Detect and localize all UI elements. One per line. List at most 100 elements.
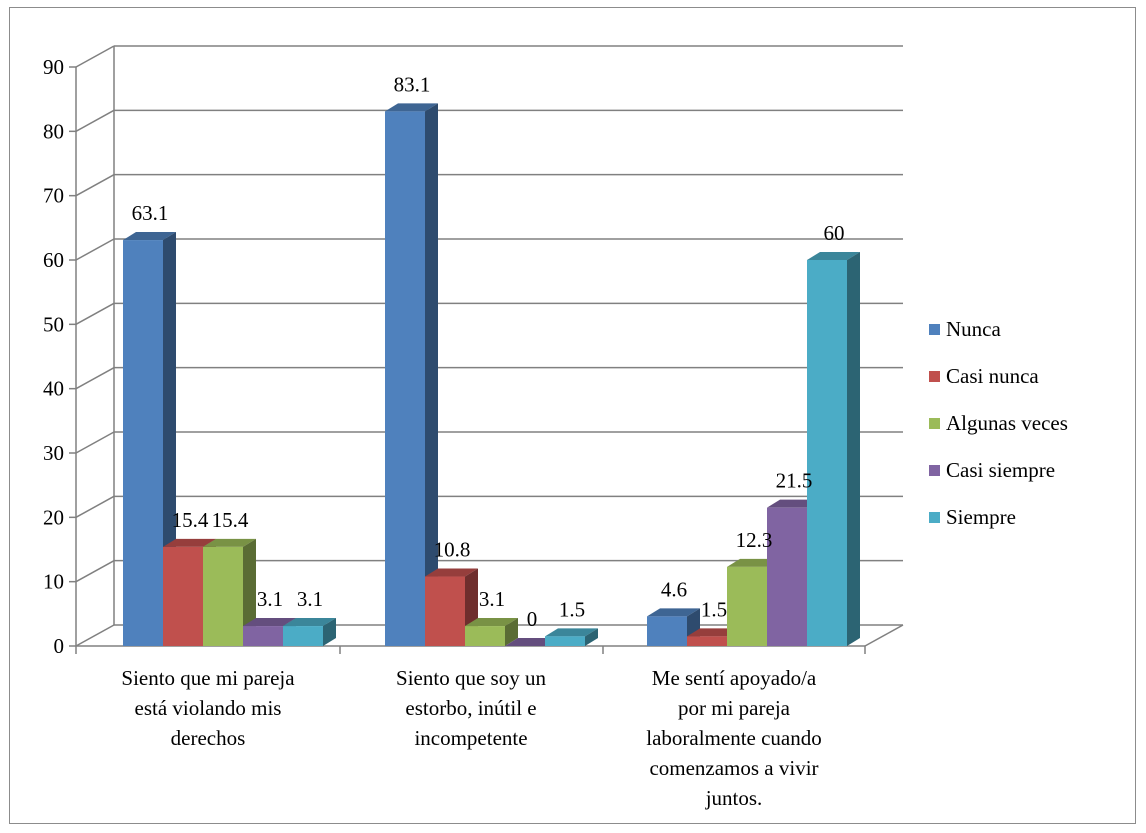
legend: Nunca Casi nunca Algunas veces Casi siempre… — [929, 317, 1068, 529]
bar — [465, 618, 518, 646]
data-label: 1.5 — [559, 597, 585, 621]
data-label: 10.8 — [434, 538, 471, 562]
legend-item: Siempre — [929, 505, 1016, 529]
data-label: 3.1 — [479, 587, 505, 611]
y-tick-label: 50 — [43, 312, 64, 336]
legend-label: Siempre — [946, 505, 1016, 529]
bar-front — [163, 546, 203, 646]
bar — [807, 252, 860, 646]
bar-top — [425, 568, 478, 577]
gridline-depth — [75, 45, 115, 68]
bar-front — [727, 566, 767, 646]
bars — [123, 103, 860, 646]
data-label: 4.6 — [661, 577, 687, 601]
bar-front — [385, 111, 425, 646]
legend-item: Casi siempre — [929, 458, 1055, 482]
y-tick-label: 40 — [43, 377, 64, 401]
bar-top — [465, 618, 518, 627]
data-label: 15.4 — [212, 508, 249, 532]
y-tick-label: 0 — [54, 634, 65, 658]
bar-front — [283, 626, 323, 646]
bar-front — [807, 260, 847, 646]
y-tick-label: 20 — [43, 505, 64, 529]
bar-top — [163, 538, 216, 547]
bar-top — [283, 618, 336, 627]
y-tick-label: 10 — [43, 570, 64, 594]
bar-side — [505, 618, 518, 646]
legend-swatch — [929, 465, 940, 476]
data-label: 12.3 — [736, 528, 773, 552]
legend-swatch — [929, 418, 940, 429]
bar-top — [243, 618, 296, 627]
bar-front — [545, 636, 585, 646]
bar-top — [545, 628, 598, 637]
bar-front — [425, 576, 465, 646]
bar-top — [687, 628, 740, 637]
bar — [647, 608, 700, 646]
bar-top — [647, 608, 700, 617]
data-label: 0 — [527, 607, 538, 631]
bar-top — [123, 232, 176, 241]
bar-side — [323, 618, 336, 646]
category-label: Me sentí apoyado/a por mi pareja laboralme… — [646, 666, 822, 810]
gridline-depth — [75, 431, 115, 454]
category-label: Siento que soy un estorbo, inútil e incomp… — [396, 666, 546, 750]
category-label-line: estorbo, inútil e — [405, 696, 536, 720]
bar-top — [727, 558, 780, 567]
data-label: 21.5 — [776, 469, 813, 493]
floor-edge — [864, 624, 904, 647]
category-label-line: Siento que soy un — [396, 666, 546, 690]
bar-top — [807, 252, 860, 260]
chart-frame — [9, 7, 1136, 824]
bar-front — [767, 507, 807, 646]
bar-front — [465, 626, 505, 646]
category-label-line: Siento que mi pareja — [121, 666, 295, 690]
bar-front — [123, 240, 163, 646]
bar-front — [687, 636, 727, 646]
bar-side — [243, 538, 256, 646]
gridline-depth — [75, 624, 115, 647]
bar — [385, 103, 438, 646]
y-tick-label: 90 — [43, 55, 64, 79]
y-tick-label: 30 — [43, 441, 64, 465]
legend-label: Algunas veces — [946, 411, 1068, 435]
legend-swatch — [929, 324, 940, 335]
data-label: 3.1 — [297, 587, 323, 611]
gridline-depth — [75, 302, 115, 325]
legend-label: Nunca — [946, 317, 1001, 341]
legend-swatch — [929, 371, 940, 382]
legend-item: Algunas veces — [929, 411, 1068, 435]
data-label: 3.1 — [257, 587, 283, 611]
legend-item: Nunca — [929, 317, 1001, 341]
bar-side — [585, 628, 598, 646]
gridline-depth — [75, 174, 115, 197]
gridline-depth — [75, 495, 115, 518]
bar-front — [243, 626, 283, 646]
y-tick-label: 60 — [43, 248, 64, 272]
category-label-line: está violando mis — [135, 696, 282, 720]
category-label-line: comenzamos a vivir — [649, 756, 818, 780]
gridline-depth — [75, 367, 115, 390]
axes: 0 10 20 30 40 50 60 70 80 90 Siento que mi pareja e… — [43, 46, 904, 810]
category-label-line: derechos — [171, 726, 246, 750]
legend-label: Casi nunca — [946, 364, 1039, 388]
data-label: 1.5 — [701, 597, 727, 621]
bar — [283, 618, 336, 646]
bar-front — [647, 616, 687, 646]
bar-side — [847, 252, 860, 646]
legend-item: Casi nunca — [929, 364, 1039, 388]
category-label-line: incompetente — [414, 726, 527, 750]
category-label-line: Me sentí apoyado/a — [652, 666, 817, 690]
data-labels: 63.1 83.1 4.6 15.4 10.8 1.5 15.4 3.1 12.3 3.1 0 21.… — [132, 72, 845, 631]
bar — [545, 628, 598, 646]
category-label: Siento que mi pareja está violando mis der… — [121, 666, 295, 750]
data-label: 60 — [824, 221, 845, 245]
bar — [505, 638, 558, 646]
legend-swatch — [929, 512, 940, 523]
data-label: 83.1 — [394, 72, 431, 96]
y-tick-label: 80 — [43, 119, 64, 143]
bar-top — [203, 538, 256, 547]
gridline-depth — [75, 109, 115, 132]
bar — [123, 232, 176, 646]
